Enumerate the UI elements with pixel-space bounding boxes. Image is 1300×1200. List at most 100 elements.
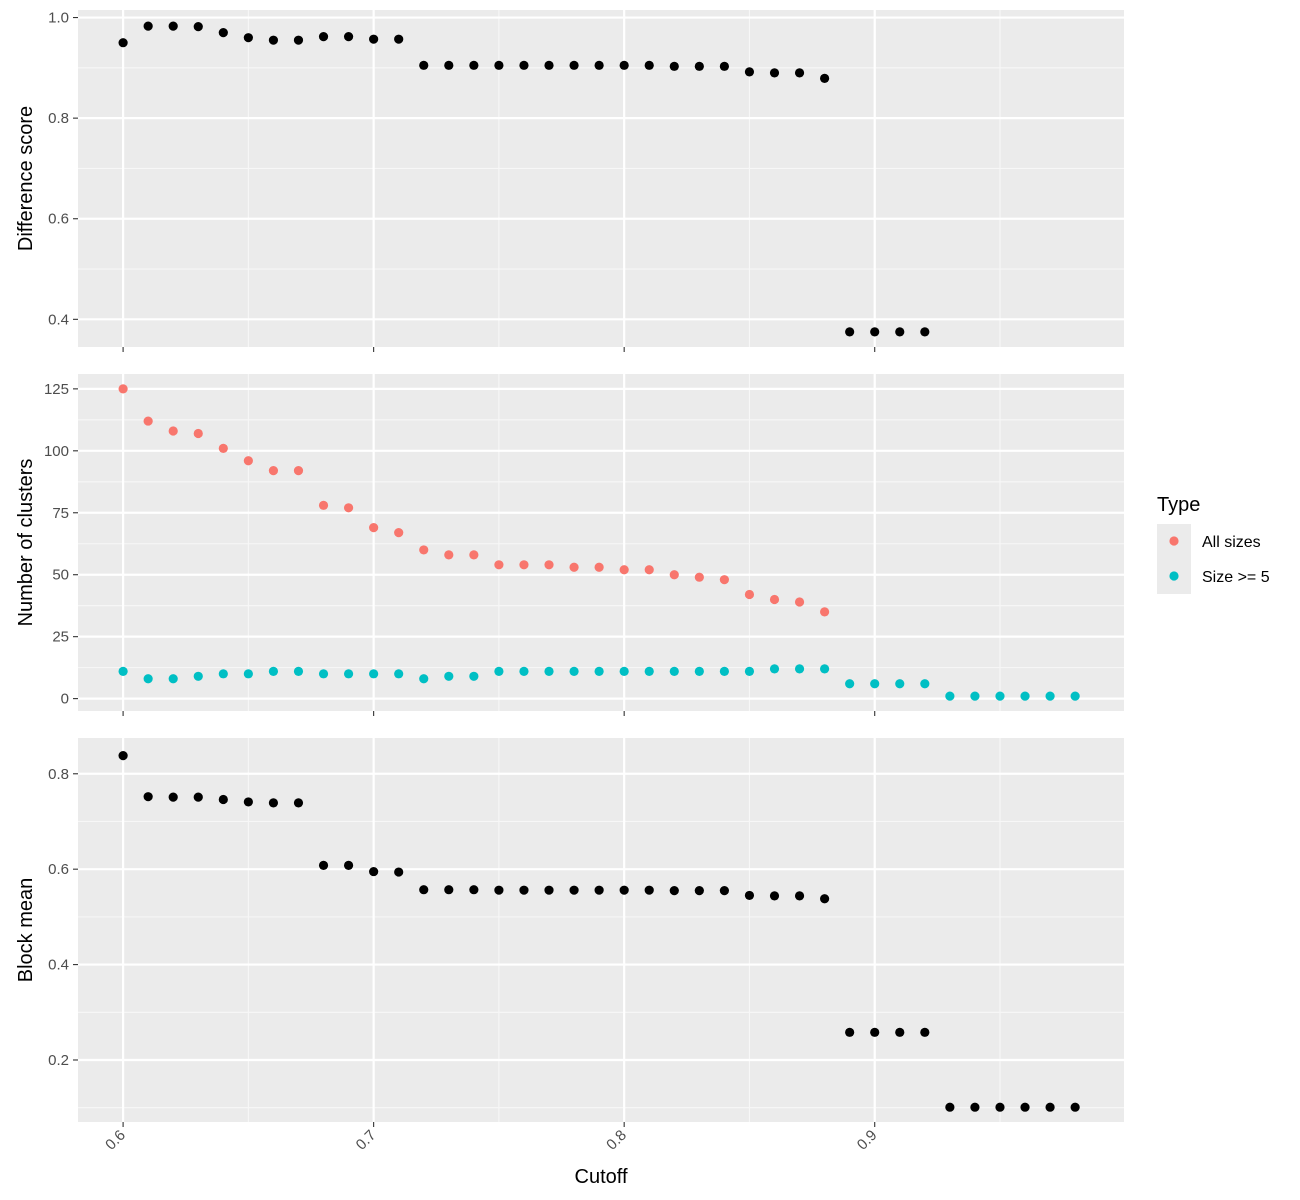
data-point bbox=[444, 885, 454, 895]
y-tick-label: 75 bbox=[52, 505, 69, 522]
data-point bbox=[394, 867, 404, 877]
data-point bbox=[870, 1027, 880, 1037]
y-tick-label: 100 bbox=[44, 443, 69, 460]
data-point bbox=[494, 666, 504, 676]
data-point bbox=[143, 674, 153, 684]
data-point bbox=[168, 674, 178, 684]
data-point bbox=[820, 607, 830, 617]
data-point bbox=[669, 61, 679, 71]
data-point bbox=[444, 671, 454, 681]
data-point bbox=[769, 664, 780, 674]
data-point bbox=[870, 327, 880, 337]
data-point bbox=[494, 560, 504, 570]
data-point bbox=[444, 60, 454, 70]
data-point bbox=[644, 60, 654, 70]
data-point bbox=[920, 679, 930, 689]
data-point bbox=[694, 666, 704, 676]
legend-title: Type bbox=[1157, 494, 1200, 516]
panel-3: 0.2 0.4 0.6 0.8 Block mean bbox=[15, 738, 1124, 1127]
data-point bbox=[469, 550, 479, 560]
data-point bbox=[243, 797, 253, 807]
y-tick-label: 0.8 bbox=[48, 110, 69, 127]
data-point bbox=[845, 327, 855, 337]
data-point bbox=[519, 666, 529, 676]
data-point bbox=[168, 792, 178, 802]
y-tick-label: 0.6 bbox=[48, 861, 69, 878]
data-point bbox=[318, 860, 329, 870]
x-axis: 0.6 0.7 0.8 0.9 bbox=[102, 1127, 880, 1154]
data-point bbox=[394, 669, 404, 679]
data-point bbox=[369, 523, 379, 533]
data-point bbox=[143, 21, 153, 31]
data-point bbox=[193, 21, 203, 32]
data-point bbox=[644, 565, 654, 575]
data-point bbox=[970, 691, 980, 701]
legend-label: All sizes bbox=[1202, 534, 1261, 551]
data-point bbox=[744, 890, 755, 901]
data-point bbox=[293, 798, 304, 808]
data-point bbox=[694, 61, 704, 71]
data-point bbox=[920, 1027, 930, 1037]
x-tick-label: 0.7 bbox=[353, 1127, 380, 1154]
legend-key bbox=[1169, 536, 1179, 546]
y-tick-label: 125 bbox=[44, 381, 69, 398]
data-point bbox=[594, 60, 604, 70]
legend-entries: All sizes Size >= 5 bbox=[1169, 534, 1270, 586]
data-point bbox=[293, 466, 304, 476]
data-point bbox=[519, 560, 529, 570]
x-axis-title: Cutoff bbox=[575, 1166, 628, 1188]
data-point bbox=[419, 885, 429, 895]
y-axis-title: Difference score bbox=[15, 106, 37, 251]
data-point bbox=[1020, 691, 1030, 701]
series-1 bbox=[118, 21, 930, 337]
data-point bbox=[193, 671, 203, 681]
data-point bbox=[769, 68, 780, 78]
data-point bbox=[569, 60, 579, 70]
data-point bbox=[544, 60, 554, 70]
data-point bbox=[694, 886, 704, 896]
data-point bbox=[243, 456, 253, 466]
data-point bbox=[970, 1102, 980, 1112]
data-point bbox=[494, 60, 504, 70]
data-point bbox=[494, 885, 504, 895]
data-point bbox=[895, 327, 905, 337]
data-point bbox=[268, 35, 279, 45]
data-point bbox=[193, 792, 203, 802]
data-point bbox=[318, 32, 329, 42]
data-point bbox=[594, 885, 604, 895]
data-point bbox=[820, 664, 830, 674]
data-point bbox=[293, 666, 304, 676]
data-point bbox=[794, 597, 805, 607]
panel-1: 0.4 0.6 0.8 1.0 Difference score bbox=[15, 10, 1124, 352]
data-point bbox=[318, 500, 329, 510]
data-point bbox=[218, 669, 228, 679]
legend-key bbox=[1169, 571, 1179, 581]
data-point bbox=[669, 886, 679, 896]
data-point bbox=[945, 691, 955, 701]
x-tick-label: 0.9 bbox=[854, 1127, 881, 1154]
data-point bbox=[769, 891, 780, 901]
legend: Type All sizes Size >= 5 bbox=[1157, 494, 1270, 594]
data-point bbox=[318, 669, 329, 679]
data-point bbox=[369, 669, 379, 679]
data-point bbox=[243, 33, 253, 43]
data-point bbox=[895, 679, 905, 689]
y-tick-label: 0.2 bbox=[48, 1052, 69, 1069]
data-point bbox=[343, 32, 354, 42]
data-point bbox=[343, 503, 354, 513]
data-point bbox=[569, 885, 579, 895]
data-point bbox=[794, 891, 805, 901]
data-point bbox=[118, 751, 128, 761]
y-tick-label: 50 bbox=[52, 567, 69, 584]
data-point bbox=[920, 327, 930, 337]
data-point bbox=[744, 589, 755, 600]
data-point bbox=[218, 794, 228, 805]
data-point bbox=[218, 28, 228, 38]
data-point bbox=[719, 575, 729, 585]
series-1 bbox=[118, 751, 1080, 1112]
data-point bbox=[268, 466, 279, 476]
data-point bbox=[143, 792, 153, 802]
data-point bbox=[369, 866, 379, 877]
data-point bbox=[594, 562, 604, 572]
